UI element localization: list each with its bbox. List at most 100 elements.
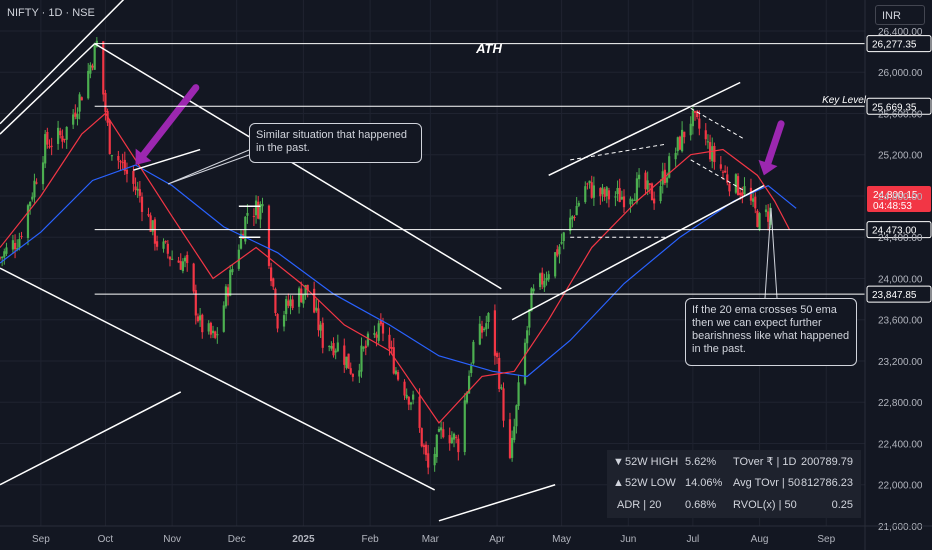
trendline (0, 267, 435, 491)
candle-body (123, 159, 126, 172)
level-tag-label: 24,473.00 (872, 226, 917, 237)
candle-body (545, 277, 548, 281)
stats-row: ▼ 52W HIGH 5.62% TOver ₹ | 1D 200789.79 (607, 452, 861, 472)
candle-body (728, 183, 731, 192)
candle-body (61, 135, 64, 142)
candle-body (483, 328, 486, 331)
candle-body (470, 365, 473, 374)
candle-body (48, 146, 51, 148)
candle-body (254, 200, 258, 216)
candle-body (194, 290, 197, 316)
candle-body (573, 217, 576, 219)
candle-body (291, 299, 294, 309)
candle-body (530, 288, 533, 312)
currency-selector[interactable]: INR (875, 5, 925, 25)
candle-body (420, 428, 423, 447)
candle-body (502, 388, 505, 421)
candle-body (467, 375, 471, 394)
candle-body (422, 445, 425, 448)
candle-body (20, 236, 23, 238)
candle-body (648, 183, 651, 186)
level-tag-label: 26,277.35 (872, 40, 917, 51)
candle-body (65, 126, 68, 140)
candle-body (222, 305, 225, 332)
candle-body (366, 333, 370, 346)
callout-line: Similar situation that happened (256, 129, 408, 141)
stats-table: ▼ 52W HIGH 5.62% TOver ₹ | 1D 200789.79 … (607, 450, 861, 518)
callout-ema-cross: If the 20 ema crosses 50 ema then we can… (685, 298, 857, 366)
trendline (0, 0, 125, 125)
candle-body (345, 356, 348, 368)
candle-body (56, 127, 60, 144)
candle-body (41, 162, 45, 185)
candle-body (132, 170, 135, 184)
y-tick-label: 24,000.00 (878, 274, 923, 285)
y-tick-label: 23,200.00 (878, 357, 923, 368)
x-tick-label: Apr (489, 534, 505, 545)
candle-body (637, 174, 641, 180)
callout-pointer (167, 149, 250, 185)
symbol-header[interactable]: NIFTY · 1D · NSE (7, 7, 95, 19)
candle-body (93, 44, 96, 70)
candle-body (375, 334, 378, 338)
y-tick-label: 25,600.00 (878, 109, 923, 120)
candle-body (689, 123, 692, 136)
candle-body (427, 453, 430, 468)
candle-body (261, 204, 264, 207)
y-tick-label: 22,400.00 (878, 439, 923, 450)
y-tick-label: 21,600.00 (878, 522, 923, 533)
candle-body (315, 307, 318, 311)
candle-body (575, 205, 578, 216)
candle-body (538, 273, 542, 288)
candle-body (214, 331, 217, 338)
candle-body (121, 162, 124, 164)
stat-value: 5.62% (685, 456, 717, 468)
drawings-layer (0, 0, 785, 522)
candle-body (756, 210, 759, 227)
candle-body (155, 241, 159, 247)
candle-body (164, 241, 167, 243)
stat-arrow: ▲ (613, 477, 624, 489)
dashed-line (690, 107, 745, 140)
candle-body (450, 437, 453, 444)
candle-body (442, 429, 445, 438)
callout-line: bearishness like what happened (692, 330, 850, 342)
candle-body (35, 182, 38, 184)
candle-body (650, 183, 654, 201)
candle-body (31, 196, 34, 200)
stat-value-2: 0.25 (831, 499, 853, 511)
candle-body (330, 346, 333, 349)
candle-body (224, 286, 228, 307)
candle-body (328, 346, 331, 348)
candle-body (138, 189, 141, 196)
y-tick-label: 26,400.00 (878, 27, 923, 38)
candle-body (332, 343, 335, 356)
stat-label-2: RVOL(x) | 50 (733, 499, 797, 511)
candle-body (252, 216, 256, 218)
candle-body (614, 196, 617, 198)
ema50-line (0, 164, 797, 378)
candle-body (349, 368, 352, 374)
callout-line: in the past. (692, 343, 746, 355)
candle-body (147, 214, 150, 216)
candle-body (698, 118, 701, 129)
candle-body (734, 174, 737, 193)
trendline (0, 391, 182, 486)
purple-arrow-shaft (764, 120, 785, 167)
candle-body (513, 426, 516, 440)
y-tick-label: 22,800.00 (878, 398, 923, 409)
candle-body (478, 323, 481, 345)
candle-body (0, 257, 2, 259)
candle-body (334, 350, 337, 353)
x-tick-label: Aug (751, 534, 769, 545)
level-tag-box (866, 35, 932, 53)
candle-body (452, 433, 456, 440)
candle-body (646, 180, 649, 190)
candle-body (72, 114, 75, 125)
candle-body (713, 145, 716, 163)
candle-body (302, 294, 305, 304)
candle-body (543, 280, 546, 288)
candle-body (267, 205, 271, 266)
candle-body (168, 256, 172, 260)
